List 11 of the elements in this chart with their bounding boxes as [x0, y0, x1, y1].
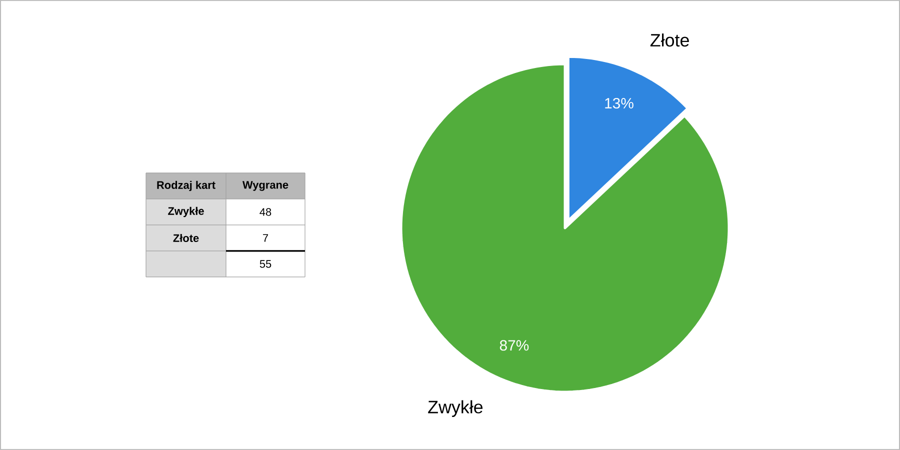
text: 55: [260, 260, 272, 268]
data-label: 13%: [605, 98, 634, 109]
slice-label: Złote: [650, 33, 689, 47]
category-label: Złote: [173, 234, 199, 242]
text: 48: [260, 208, 272, 216]
text: Wygrane: [242, 181, 288, 191]
text: Rodzaj kart: [157, 180, 216, 192]
slice-label: Zwykłe: [428, 400, 483, 417]
data-label: 87%: [500, 340, 529, 351]
text: 7: [263, 234, 268, 242]
category-label: Zwykłe: [168, 206, 204, 218]
